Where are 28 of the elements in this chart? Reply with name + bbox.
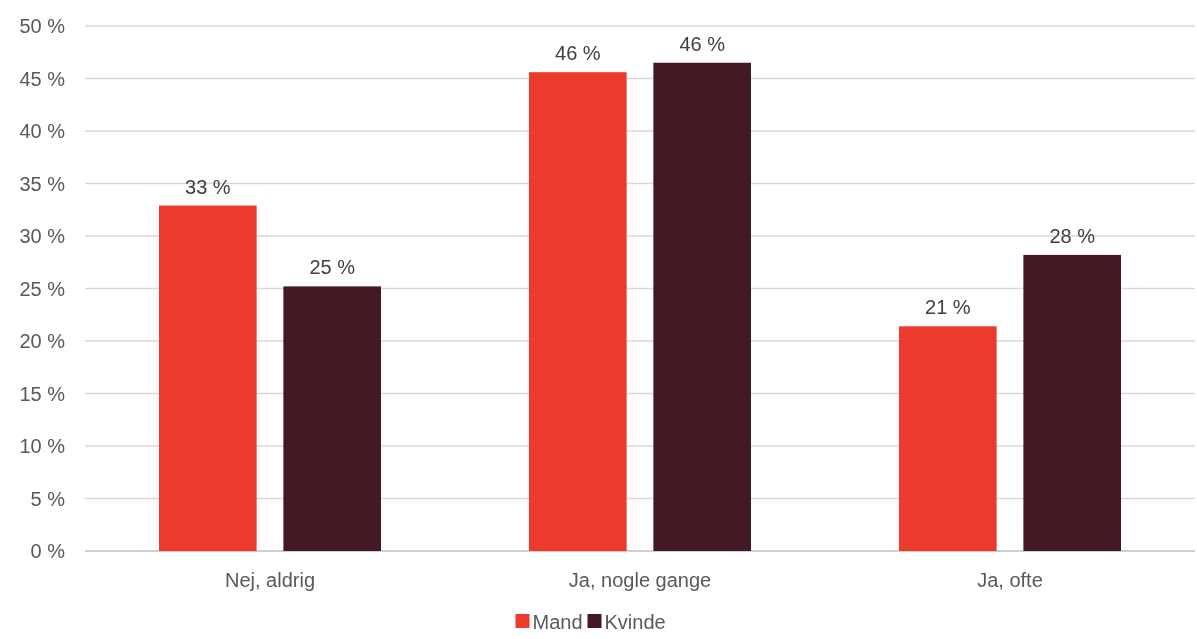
x-tick-label: Ja, ofte [977,569,1043,591]
y-tick-label: 15 % [19,382,66,405]
y-tick-label: 10 % [19,435,66,457]
bar [159,205,257,551]
bar [653,62,751,551]
y-tick-label: 0 % [30,540,66,562]
y-tick-label: 25 % [19,277,66,300]
bar [529,72,627,551]
x-tick-label: Nej, aldrig [224,569,316,591]
y-tick-label: 45 % [19,67,66,90]
legend-label: Mand [532,611,583,633]
bar [899,326,997,551]
y-tick-label: 5 % [30,487,66,510]
y-tick-label: 20 % [19,330,66,352]
data-label: 25 % [309,256,356,279]
y-tick-label: 35 % [19,172,66,195]
data-label: 21 % [925,296,971,319]
data-label: 28 % [1049,224,1096,247]
data-label: 46 % [555,42,601,65]
data-label: 33 % [185,175,231,198]
y-tick-label: 30 % [19,225,66,247]
bar [1023,254,1121,551]
x-tick-label: Ja, nogle gange [568,569,712,591]
bar [283,286,381,551]
y-tick-label: 50 % [19,15,66,37]
legend-label: Kvinde [604,611,666,633]
data-label: 46 % [679,32,726,55]
y-tick-label: 40 % [19,120,66,142]
